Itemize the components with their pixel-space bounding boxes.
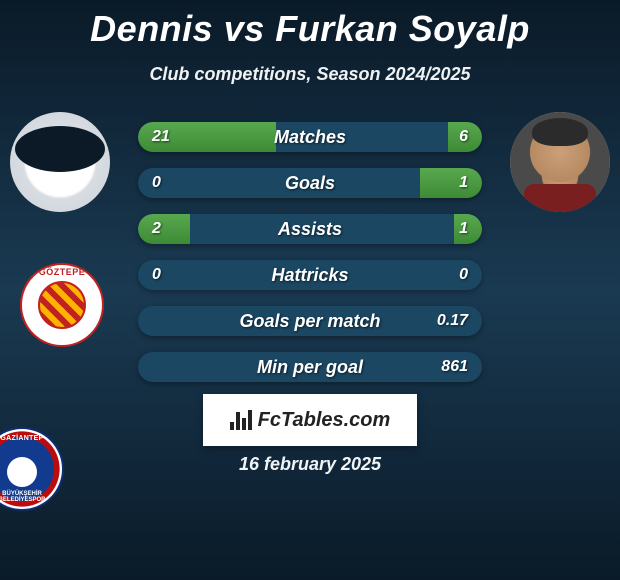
date-label: 16 february 2025 (0, 454, 620, 475)
page-subtitle: Club competitions, Season 2024/2025 (0, 64, 620, 85)
stat-row: 0Hattricks0 (138, 260, 482, 290)
stat-row: 2Assists1 (138, 214, 482, 244)
brand-text: FcTables.com (258, 409, 391, 432)
stat-value-right: 1 (459, 168, 468, 198)
page-title: Dennis vs Furkan Soyalp (0, 0, 620, 50)
stat-value-right: 1 (459, 214, 468, 244)
club-label-top: GAZİANTEP (0, 435, 62, 442)
stat-value-right: 6 (459, 122, 468, 152)
stat-label: Goals per match (138, 306, 482, 336)
stat-row: Goals per match0.17 (138, 306, 482, 336)
stat-row: 21Matches6 (138, 122, 482, 152)
club-label: GÖZTEPE (22, 267, 102, 277)
stat-value-right: 861 (441, 352, 468, 382)
brand-badge: FcTables.com (203, 394, 417, 446)
stat-row: 0Goals1 (138, 168, 482, 198)
stat-value-right: 0 (459, 260, 468, 290)
player1-club-badge: GÖZTEPE (20, 263, 104, 347)
stat-label: Hattricks (138, 260, 482, 290)
player1-avatar (10, 112, 110, 212)
stats-container: 21Matches60Goals12Assists10Hattricks0Goa… (138, 122, 482, 398)
stat-label: Matches (138, 122, 482, 152)
stat-row: Min per goal861 (138, 352, 482, 382)
player2-avatar (510, 112, 610, 212)
club-label-bottom: BÜYÜKŞEHİR BELEDİYESPOR (0, 491, 62, 503)
stat-label: Min per goal (138, 352, 482, 382)
stat-label: Goals (138, 168, 482, 198)
stat-value-right: 0.17 (437, 306, 468, 336)
brand-bars-icon (230, 410, 252, 430)
stat-label: Assists (138, 214, 482, 244)
